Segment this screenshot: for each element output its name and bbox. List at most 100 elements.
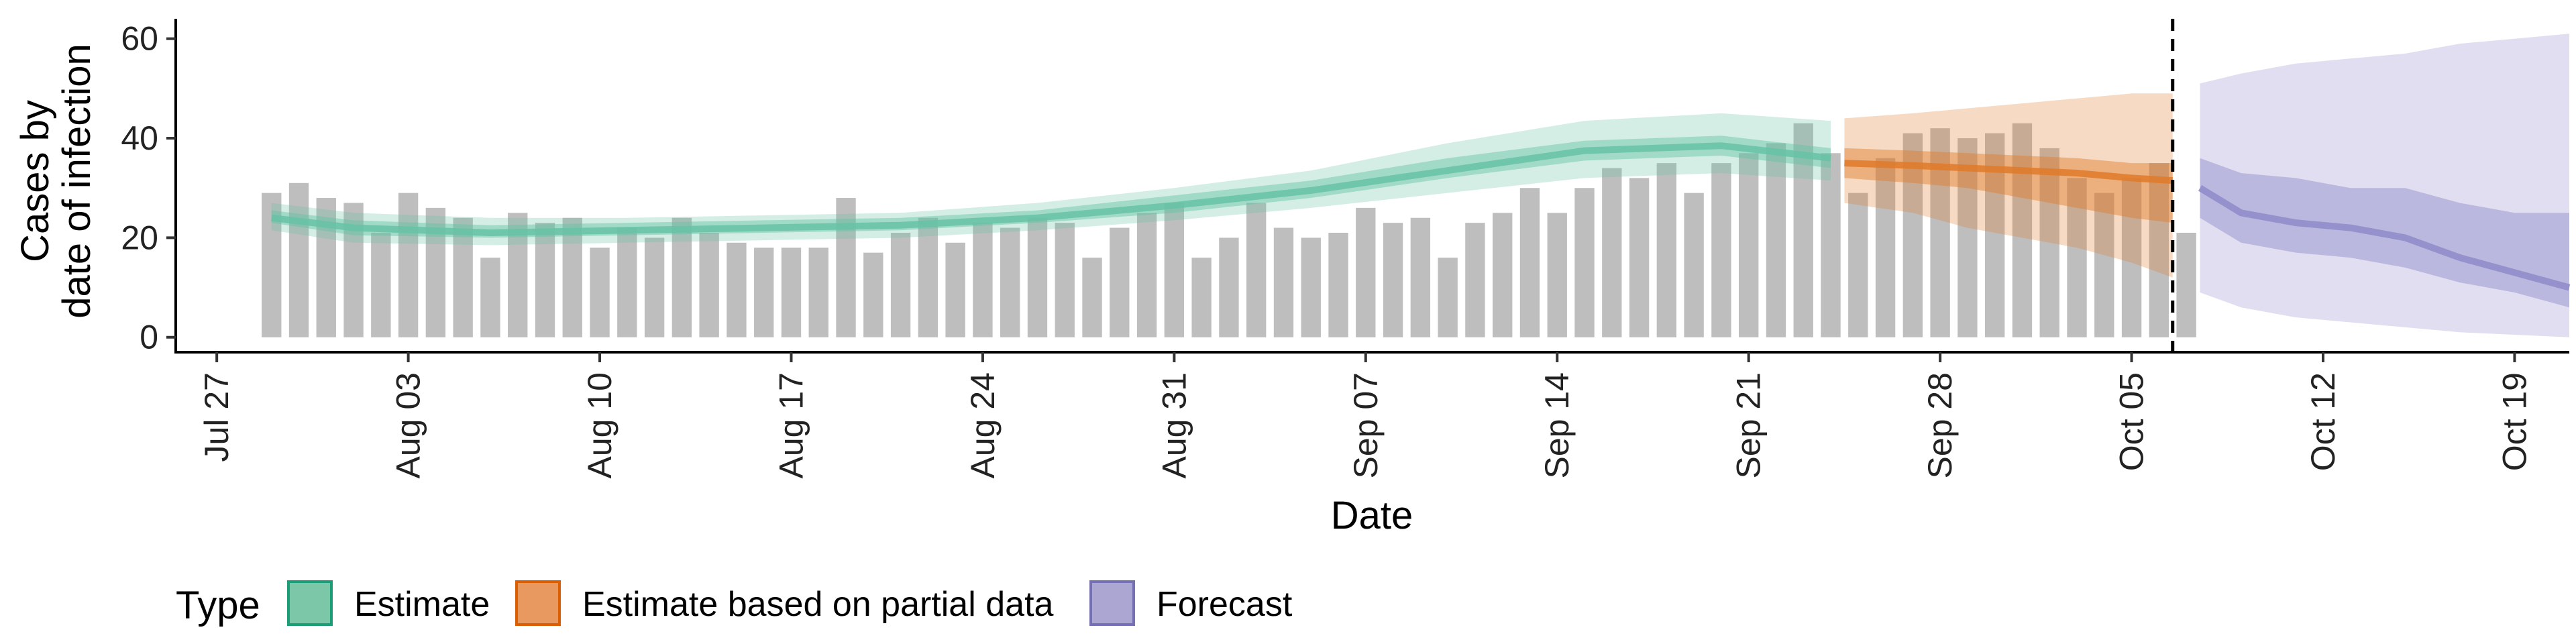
- y-tick-label: 0: [140, 319, 158, 356]
- bar: [1273, 227, 1294, 337]
- median-line-estimate: [271, 142, 1831, 236]
- bar: [1875, 158, 1896, 337]
- bar: [1356, 207, 1376, 337]
- bar: [1465, 223, 1485, 337]
- bar: [1219, 237, 1239, 337]
- bar: [918, 217, 938, 337]
- bar: [617, 227, 637, 337]
- bar: [808, 248, 828, 337]
- bar: [1519, 188, 1540, 337]
- bar: [1328, 232, 1348, 337]
- bar: [699, 232, 719, 337]
- ribbon-series: [271, 34, 2571, 337]
- legend-key-forecast: [1089, 580, 1135, 626]
- bar-series: [262, 123, 2196, 337]
- x-tick-label: Sep 21: [1730, 372, 1768, 478]
- bar: [1136, 213, 1157, 337]
- legend: Type Estimate Estimate based on partial …: [176, 580, 1293, 627]
- x-tick-label: Oct 12: [2304, 372, 2342, 471]
- y-tick-label: 60: [121, 20, 158, 58]
- bar: [863, 252, 883, 337]
- ribbon-outer-partial: [1844, 93, 2173, 278]
- bar: [1848, 193, 1868, 337]
- x-tick-label: Sep 14: [1538, 372, 1576, 478]
- x-tick-label: Jul 27: [198, 372, 235, 462]
- bar: [1055, 223, 1075, 337]
- x-tick-label: Oct 05: [2113, 372, 2151, 471]
- x-tick-label: Oct 19: [2496, 372, 2533, 471]
- bar: [1602, 168, 1622, 337]
- legend-label-partial: Estimate based on partial data: [582, 585, 1054, 624]
- bar: [1082, 258, 1102, 337]
- legend-item-forecast: Forecast: [1089, 580, 1293, 626]
- bar: [836, 198, 856, 337]
- bar: [1821, 153, 1841, 337]
- bar: [1110, 227, 1130, 337]
- x-axis-label: Date: [1331, 494, 1413, 537]
- bar: [672, 217, 692, 337]
- bar: [453, 217, 473, 337]
- y-axis-label-line1: Cases by: [13, 100, 57, 262]
- legend-label-estimate: Estimate: [354, 585, 490, 624]
- bar: [754, 248, 774, 337]
- bar: [371, 232, 391, 337]
- y-tick-label: 40: [121, 119, 158, 157]
- bar: [1547, 213, 1567, 337]
- ribbon-outer-estimate: [271, 113, 1831, 246]
- bar: [2149, 163, 2169, 337]
- legend-item-estimate: Estimate: [287, 580, 490, 626]
- bar: [398, 193, 419, 337]
- bar: [781, 248, 802, 337]
- x-tick-label: Aug 31: [1155, 372, 1193, 478]
- bar: [945, 242, 965, 337]
- bar: [1027, 217, 1048, 337]
- x-ticks: Jul 27 Aug 03 Aug 10 Aug 17 Aug 24 Aug 31 Sep …: [198, 352, 2533, 478]
- bar: [2039, 148, 2059, 337]
- bar: [1191, 258, 1212, 337]
- bar: [1684, 193, 1704, 337]
- median-line-partial: [1844, 160, 2174, 184]
- bar: [480, 258, 500, 337]
- x-tick-label: Aug 24: [964, 372, 1002, 478]
- bar: [590, 248, 610, 337]
- bar: [1493, 213, 1513, 337]
- x-tick-label: Aug 10: [581, 372, 619, 478]
- bar: [1301, 237, 1321, 337]
- bar: [288, 182, 309, 337]
- bar: [1383, 223, 1403, 337]
- bar: [1739, 153, 1759, 337]
- bar: [644, 237, 665, 337]
- median-line-forecast: [2198, 184, 2571, 291]
- bar: [1000, 227, 1020, 337]
- x-tick-label: Aug 17: [772, 372, 810, 478]
- x-tick-label: Sep 07: [1347, 372, 1385, 478]
- x-tick-label: Sep 28: [1921, 372, 1959, 478]
- y-ticks: 0 20 40 60: [121, 20, 176, 356]
- bar: [1246, 203, 1267, 337]
- bar: [2094, 193, 2114, 337]
- legend-title: Type: [176, 584, 260, 627]
- ribbon-inner-estimate: [271, 136, 1831, 238]
- bar: [1930, 128, 1950, 337]
- legend-label-forecast: Forecast: [1157, 585, 1293, 624]
- bar: [2176, 232, 2196, 337]
- bar: [1656, 163, 1677, 337]
- bar: [973, 223, 993, 337]
- y-tick-label: 20: [121, 219, 158, 256]
- bar: [535, 223, 555, 337]
- axes: 0 20 40 60 Jul 27 Aug 03 Aug 10 Aug 17 Aug 24 Au…: [121, 19, 2569, 478]
- bar: [1711, 163, 1731, 337]
- bar: [1766, 143, 1786, 337]
- bar: [2121, 178, 2142, 337]
- legend-key-partial: [515, 580, 561, 626]
- bar: [2067, 178, 2087, 337]
- legend-key-estimate: [287, 580, 333, 626]
- bar: [1438, 258, 1458, 337]
- bar: [562, 217, 582, 337]
- bar: [727, 242, 747, 337]
- bar: [1629, 178, 1650, 337]
- legend-item-partial: Estimate based on partial data: [515, 580, 1054, 626]
- bar: [2012, 123, 2033, 337]
- y-axis-label-line2: date of infection: [55, 44, 99, 319]
